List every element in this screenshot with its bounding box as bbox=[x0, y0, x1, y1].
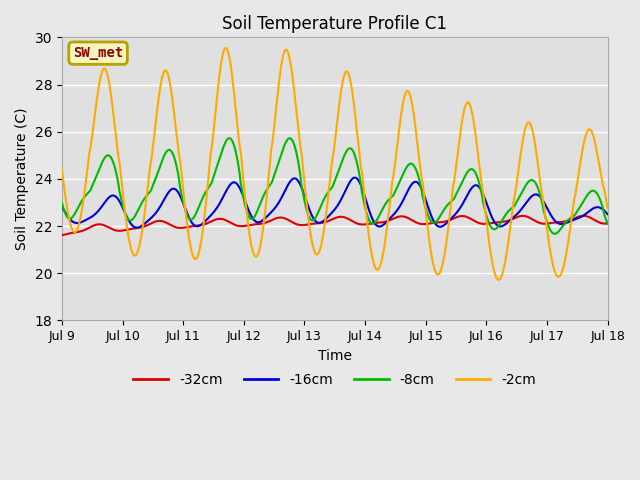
Y-axis label: Soil Temperature (C): Soil Temperature (C) bbox=[15, 108, 29, 250]
Text: SW_met: SW_met bbox=[73, 46, 123, 60]
Legend: -32cm, -16cm, -8cm, -2cm: -32cm, -16cm, -8cm, -2cm bbox=[128, 368, 541, 393]
X-axis label: Time: Time bbox=[318, 349, 352, 363]
Title: Soil Temperature Profile C1: Soil Temperature Profile C1 bbox=[222, 15, 447, 33]
